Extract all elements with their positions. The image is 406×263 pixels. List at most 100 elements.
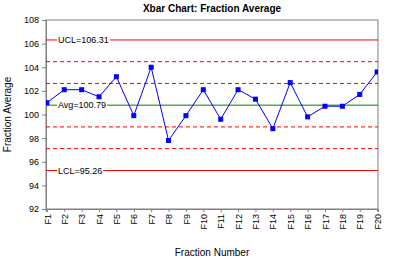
x-tick-mark xyxy=(203,209,204,212)
y-tick: 108 xyxy=(24,15,46,25)
y-tick-label: 102 xyxy=(24,86,39,96)
x-tick-label: F3 xyxy=(77,214,87,225)
plot-area xyxy=(46,40,378,171)
x-tick: F20 xyxy=(373,209,383,230)
zone-line xyxy=(46,148,378,149)
x-tick-mark xyxy=(255,209,256,212)
x-tick-mark xyxy=(47,209,48,212)
x-tick-mark xyxy=(116,209,117,212)
x-tick-mark xyxy=(238,209,239,212)
y-tick: 104 xyxy=(24,63,46,73)
x-tick: F11 xyxy=(216,209,226,229)
x-tick: F12 xyxy=(234,209,244,230)
y-tick: 92 xyxy=(29,204,46,214)
x-tick: F17 xyxy=(321,209,331,230)
y-tick: 96 xyxy=(29,157,46,167)
x-tick: F10 xyxy=(199,209,209,230)
zone-line xyxy=(46,61,378,62)
x-tick: F13 xyxy=(251,209,261,230)
y-tick-mark xyxy=(42,185,46,186)
y-tick-mark xyxy=(42,91,46,92)
x-tick-mark xyxy=(134,209,135,212)
x-tick: F15 xyxy=(286,209,296,230)
x-tick-mark xyxy=(151,209,152,212)
data-point xyxy=(357,92,362,97)
x-tick: F6 xyxy=(129,209,139,225)
x-axis-line xyxy=(47,210,379,213)
x-tick-label: F20 xyxy=(373,214,383,230)
data-point xyxy=(305,114,310,119)
y-axis-title: Fraction Average xyxy=(2,76,13,152)
x-tick-mark xyxy=(99,209,100,212)
data-point xyxy=(183,113,188,118)
x-tick-label: F13 xyxy=(251,214,261,230)
x-tick-mark xyxy=(169,209,170,212)
data-point xyxy=(62,87,67,92)
y-tick-label: 92 xyxy=(29,204,39,214)
x-tick-mark xyxy=(360,209,361,212)
x-tick-label: F5 xyxy=(112,214,122,225)
y-tick-mark xyxy=(42,115,46,116)
x-tick-label: F4 xyxy=(95,214,105,225)
x-tick: F4 xyxy=(95,209,105,225)
x-tick: F7 xyxy=(147,209,157,225)
x-tick-label: F19 xyxy=(355,214,365,230)
y-tick-mark xyxy=(42,162,46,163)
x-tick-mark xyxy=(186,209,187,212)
x-tick: F1 xyxy=(43,209,53,225)
data-point xyxy=(340,104,345,109)
x-tick: F2 xyxy=(60,209,70,225)
x-tick-label: F17 xyxy=(321,214,331,230)
x-tick-label: F2 xyxy=(60,214,70,225)
x-tick: F8 xyxy=(164,209,174,225)
y-tick-mark xyxy=(42,67,46,68)
data-point xyxy=(270,126,275,131)
x-tick-label: F16 xyxy=(303,214,313,230)
y-tick: 106 xyxy=(24,39,46,49)
zone-line xyxy=(46,83,378,84)
y-tick-label: 94 xyxy=(29,181,39,191)
y-tick-mark xyxy=(42,44,46,45)
reference-label: LCL=95.26 xyxy=(58,166,102,176)
data-point xyxy=(375,69,378,74)
data-point xyxy=(236,87,241,92)
y-axis-line xyxy=(42,21,47,210)
y-tick-mark xyxy=(42,138,46,139)
plot-frame xyxy=(46,20,378,209)
y-tick: 102 xyxy=(24,86,46,96)
x-tick-mark xyxy=(342,209,343,212)
y-tick-label: 108 xyxy=(24,15,39,25)
x-tick: F3 xyxy=(77,209,87,225)
data-point xyxy=(79,87,84,92)
y-tick-mark xyxy=(42,20,46,21)
series-line xyxy=(47,67,377,140)
data-point xyxy=(149,65,154,70)
x-tick-label: F14 xyxy=(268,214,278,230)
reference-label-group: Avg=100.79 xyxy=(57,100,107,110)
chart: Xbar Chart: Fraction Average929496981001… xyxy=(0,0,406,263)
reference-label: UCL=106.31 xyxy=(58,35,109,45)
reference-label: Avg=100.79 xyxy=(58,100,106,110)
x-tick: F19 xyxy=(355,209,365,230)
x-tick-mark xyxy=(325,209,326,212)
reference-label-bg xyxy=(57,100,107,110)
x-tick-label: F11 xyxy=(216,214,226,229)
zone-line xyxy=(46,126,378,127)
x-tick: F5 xyxy=(112,209,122,225)
data-point xyxy=(97,94,102,99)
y-tick-label: 98 xyxy=(29,134,39,144)
x-tick-mark xyxy=(308,209,309,212)
data-point xyxy=(131,113,136,118)
x-tick-label: F15 xyxy=(286,214,296,230)
y-tick: 100 xyxy=(24,110,46,120)
y-tick: 94 xyxy=(29,181,46,191)
data-point xyxy=(114,74,119,79)
data-point xyxy=(322,104,327,109)
data-point xyxy=(166,138,171,143)
x-tick-mark xyxy=(82,209,83,212)
y-tick-label: 106 xyxy=(24,39,39,49)
x-tick-label: F12 xyxy=(234,214,244,230)
reference-label-bg xyxy=(57,166,103,176)
y-tick-label: 104 xyxy=(24,63,39,73)
data-point xyxy=(253,97,258,102)
